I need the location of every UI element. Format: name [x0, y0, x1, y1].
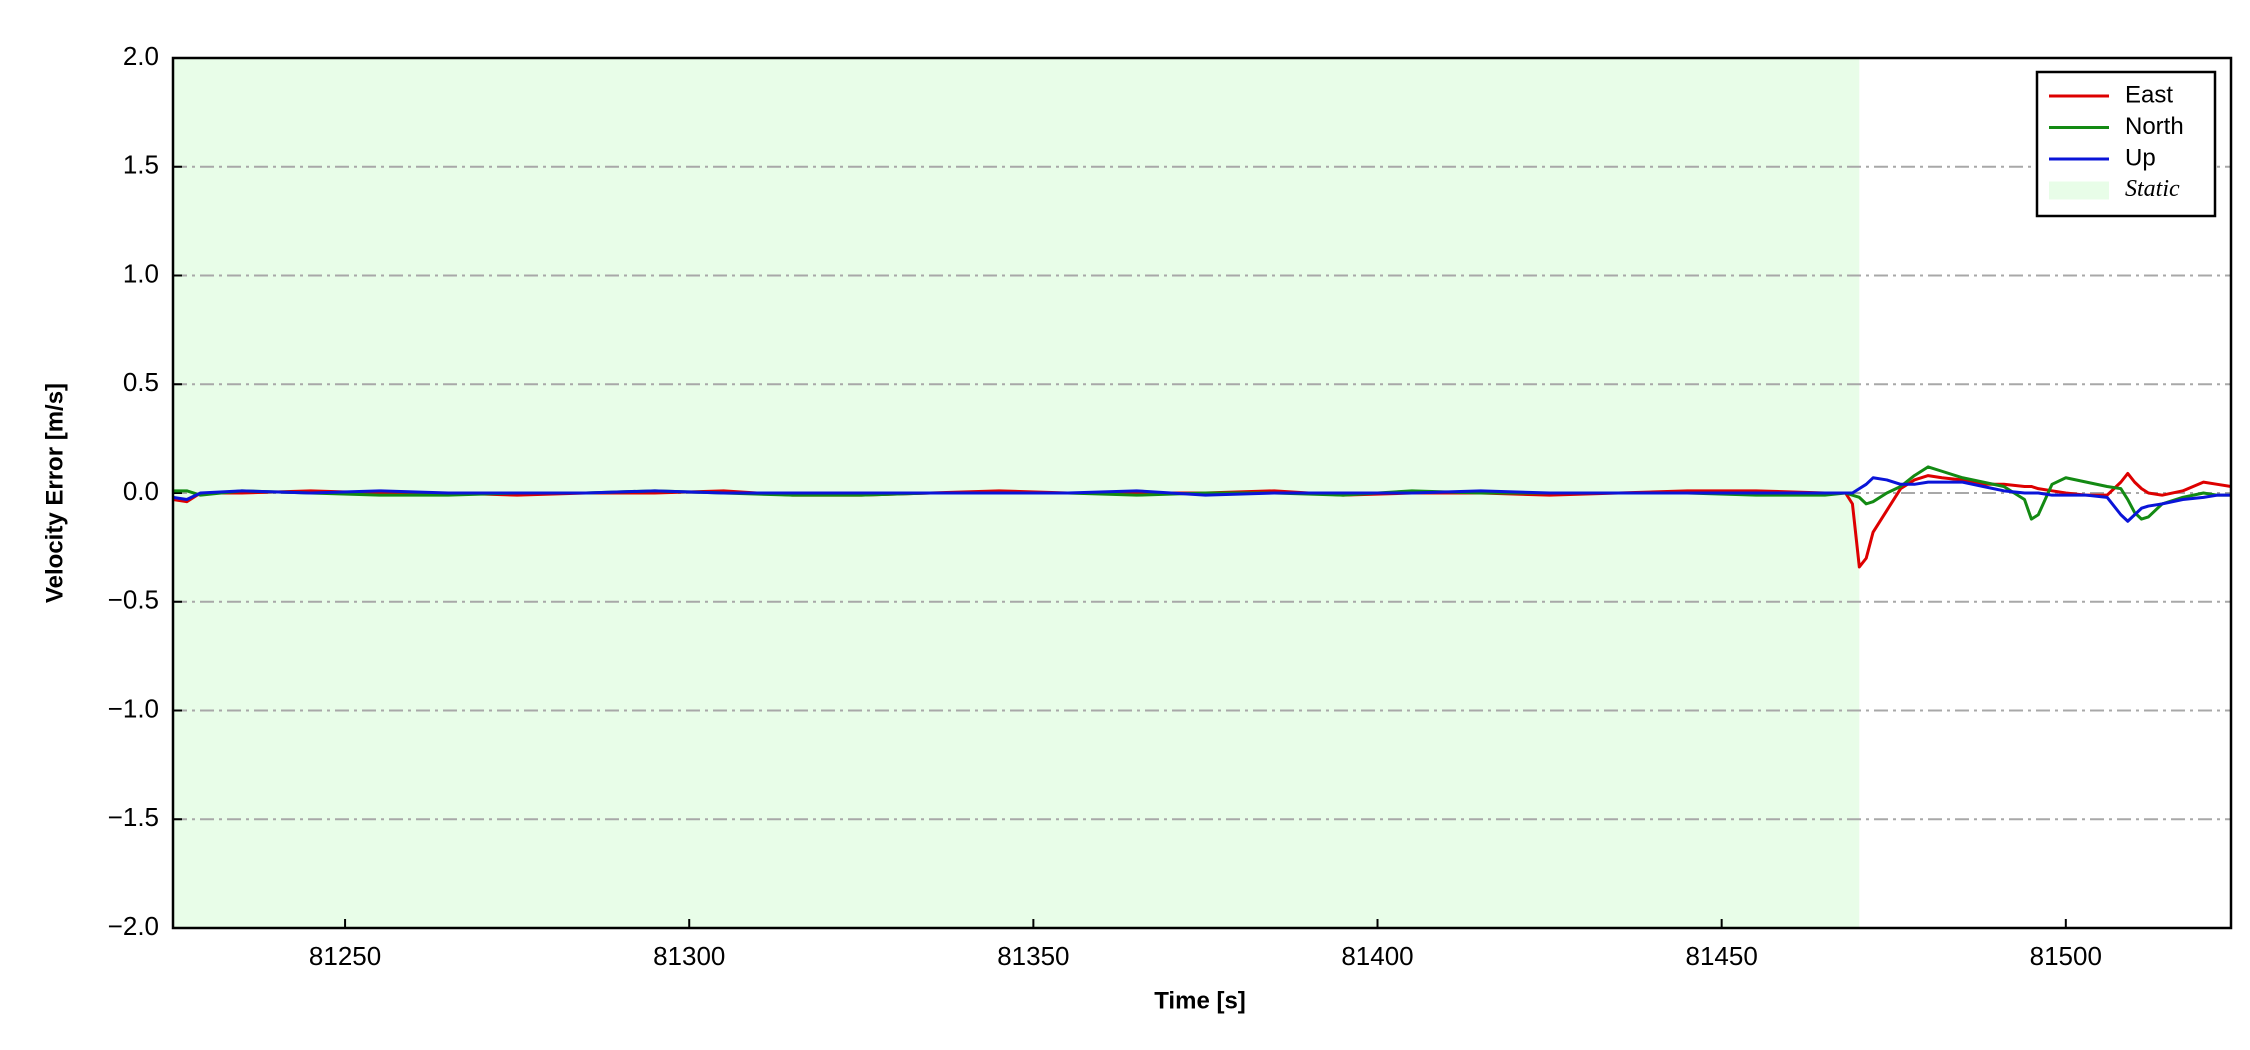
y-axis-label: Velocity Error [m/s]: [41, 383, 68, 603]
x-tick-label: 81250: [309, 941, 381, 971]
y-tick-label: −0.5: [108, 585, 159, 615]
y-tick-label: −1.0: [108, 693, 159, 723]
legend-label: East: [2125, 81, 2173, 108]
legend-label: Up: [2125, 144, 2156, 171]
x-tick-label: 81450: [1686, 941, 1758, 971]
y-tick-label: 0.0: [123, 476, 159, 506]
y-tick-label: −1.5: [108, 802, 159, 832]
x-tick-label: 81400: [1341, 941, 1413, 971]
plot-frame: [171, 56, 2233, 930]
y-tick-label: 2.0: [123, 41, 159, 71]
legend-swatch: [2049, 181, 2109, 200]
y-tick-label: −2.0: [108, 911, 159, 941]
series-line: [172, 476, 2231, 523]
y-tick-label: 1.5: [123, 150, 159, 180]
x-tick-label: 81300: [653, 941, 725, 971]
x-tick-label: 81350: [997, 941, 1069, 971]
legend-label: North: [2125, 113, 2184, 140]
x-axis-label: Time [s]: [1154, 987, 1246, 1014]
x-tick-label: 81500: [2030, 941, 2102, 971]
y-tick-label: 1.0: [123, 258, 159, 288]
legend-label: Static: [2125, 176, 2180, 202]
y-tick-label: 0.5: [123, 367, 159, 397]
